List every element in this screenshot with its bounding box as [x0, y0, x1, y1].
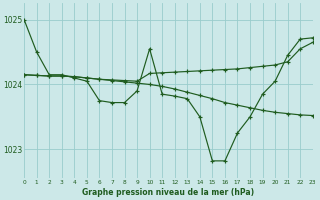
X-axis label: Graphe pression niveau de la mer (hPa): Graphe pression niveau de la mer (hPa) [82, 188, 254, 197]
